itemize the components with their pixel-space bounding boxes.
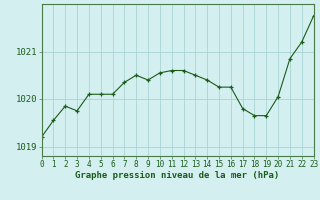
X-axis label: Graphe pression niveau de la mer (hPa): Graphe pression niveau de la mer (hPa) [76, 171, 280, 180]
